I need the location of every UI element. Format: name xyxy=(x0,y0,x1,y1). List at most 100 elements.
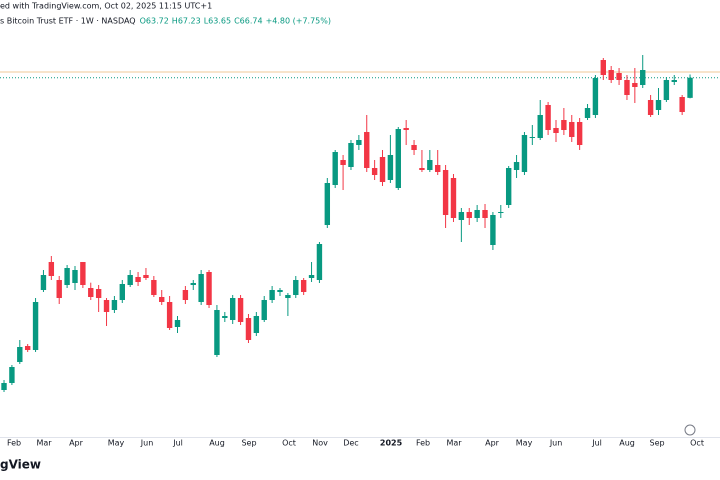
candle-body xyxy=(482,210,488,218)
x-tick-label: Nov xyxy=(312,439,328,448)
candle-body xyxy=(364,132,370,168)
candle-body xyxy=(135,277,141,282)
candle-body xyxy=(521,135,528,172)
candle-body xyxy=(111,300,118,310)
candle-body xyxy=(561,120,567,130)
candle-body xyxy=(584,108,591,118)
candle-body xyxy=(166,302,173,328)
legend-item: L63.65 xyxy=(204,17,231,26)
candle-body xyxy=(308,275,315,278)
candle-body xyxy=(48,262,55,276)
candle-body xyxy=(253,316,260,333)
x-tick-label: Mar xyxy=(36,439,52,448)
x-tick-label: Jul xyxy=(172,439,183,448)
candle-body xyxy=(608,70,614,80)
x-tick-label: Dec xyxy=(343,439,358,448)
candle-body xyxy=(80,262,86,285)
candle-body xyxy=(17,347,23,362)
x-tick-label: 2025 xyxy=(380,439,403,448)
candle-body xyxy=(95,289,102,298)
candle-body xyxy=(647,100,654,115)
candle-body xyxy=(498,212,504,213)
candle-body xyxy=(553,128,559,133)
candle-body xyxy=(679,97,685,112)
candle-body xyxy=(435,165,441,172)
candle-body xyxy=(245,318,252,340)
candle-body xyxy=(332,152,338,185)
candle-body xyxy=(214,310,220,355)
candle-body xyxy=(505,168,512,205)
candle-body xyxy=(663,80,670,100)
candle-body xyxy=(261,300,267,320)
candle-body xyxy=(24,346,31,350)
x-tick-label: May xyxy=(108,439,125,448)
x-tick-label: Apr xyxy=(485,439,500,448)
candle-body xyxy=(64,268,70,285)
candle-body xyxy=(427,160,433,170)
candle-body xyxy=(206,272,212,305)
legend-item: O63.72 xyxy=(140,17,169,26)
candle-body xyxy=(56,280,62,298)
candle-body xyxy=(411,145,417,150)
candle-body xyxy=(229,298,236,320)
candle-body xyxy=(624,80,630,95)
candle-body xyxy=(419,168,425,170)
candle-body xyxy=(490,215,496,245)
x-tick-label: Apr xyxy=(69,439,84,448)
candle-body xyxy=(458,212,465,220)
candle-body xyxy=(72,270,78,283)
candle-body xyxy=(9,367,15,383)
candle-body xyxy=(592,78,599,115)
candle-body xyxy=(1,383,7,390)
candle-body xyxy=(640,70,646,85)
candle-body xyxy=(293,280,299,295)
candle-body xyxy=(576,122,583,145)
logo: gView xyxy=(0,458,41,472)
candle-body xyxy=(198,274,204,302)
candle-body xyxy=(222,316,228,318)
x-tick-label: Jun xyxy=(549,439,563,448)
candle-body xyxy=(174,320,181,327)
x-tick-label: Oct xyxy=(282,439,296,448)
candle-body xyxy=(529,137,536,138)
candle-body xyxy=(300,280,307,292)
header: ed with TradingView.com, Oct 02, 2025 11… xyxy=(0,2,212,11)
candle-body xyxy=(316,244,323,280)
candle-body xyxy=(182,290,189,300)
x-tick-label: May xyxy=(516,439,533,448)
event-icon xyxy=(684,424,696,436)
candle-body xyxy=(40,275,47,290)
candle-body xyxy=(655,100,662,110)
x-tick-label: Aug xyxy=(619,439,635,448)
legend-item: C66.74 xyxy=(234,17,263,26)
candle-body xyxy=(513,162,520,170)
x-tick-label: Feb xyxy=(416,439,430,448)
x-tick-label: Jul xyxy=(591,439,602,448)
x-tick-label: Mar xyxy=(446,439,462,448)
legend-item: H67.23 xyxy=(172,17,201,26)
candle-body xyxy=(190,283,196,285)
x-tick-label: Aug xyxy=(209,439,225,448)
candle-body xyxy=(119,284,125,300)
candle-body xyxy=(285,295,291,298)
candle-body xyxy=(395,129,401,188)
candle-body xyxy=(466,212,472,218)
candle-body xyxy=(545,105,551,130)
x-tick-label: Oct xyxy=(690,439,704,448)
candle-body xyxy=(127,275,133,285)
candle-body xyxy=(88,288,94,297)
candle-body xyxy=(616,73,622,80)
legend-item: +4.80 (+7.75%) xyxy=(266,17,331,26)
candle-body xyxy=(403,128,409,130)
candle-body xyxy=(103,300,110,312)
candle-body xyxy=(237,298,244,322)
candle-body xyxy=(632,83,638,87)
candle-body xyxy=(569,122,575,137)
candle-body xyxy=(159,297,165,302)
candle-body xyxy=(474,210,480,218)
symbol: s Bitcoin Trust ETF · 1W · NASDAQ xyxy=(0,17,136,26)
candle-body xyxy=(371,168,378,175)
x-tick-label: Sep xyxy=(241,439,256,448)
